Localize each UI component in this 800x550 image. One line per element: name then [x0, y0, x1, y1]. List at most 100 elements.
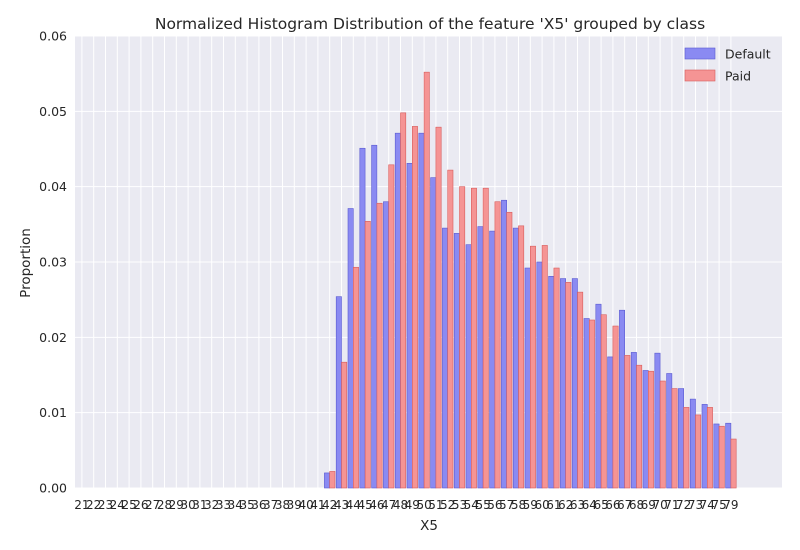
y-tick-label: 0.02 — [39, 330, 67, 345]
legend: Default Paid — [684, 47, 771, 84]
bar-default — [583, 318, 590, 489]
bar-default — [713, 423, 720, 489]
x-tick-label: 38 — [275, 498, 290, 512]
bar-default — [324, 472, 330, 489]
x-tick-label: 37 — [263, 498, 278, 512]
bar-paid — [553, 267, 560, 489]
x-axis-label: X5 — [420, 518, 438, 534]
x-tick-label: 70 — [652, 498, 667, 512]
bar-default — [642, 370, 649, 489]
bar-default — [571, 278, 578, 489]
bar-default — [595, 303, 602, 489]
x-tick-label: 32 — [204, 498, 219, 512]
x-tick-label: 28 — [157, 498, 172, 512]
legend-label-default: Default — [725, 47, 771, 62]
x-tick-label: 43 — [334, 498, 349, 512]
bar-paid — [423, 71, 430, 489]
legend-label-paid: Paid — [725, 69, 751, 84]
x-tick-label: 75 — [711, 498, 726, 512]
bar-paid — [518, 225, 525, 489]
bar-default — [418, 132, 425, 489]
y-tick-label: 0.06 — [39, 29, 67, 44]
bar-default — [430, 177, 437, 489]
bar-paid — [647, 370, 654, 489]
bar-paid — [388, 164, 395, 489]
bar-default — [678, 388, 685, 489]
y-tick-label: 0.00 — [39, 481, 67, 496]
x-tick-label: 47 — [381, 498, 396, 512]
bar-default — [442, 227, 448, 489]
chart-title: Normalized Histogram Distribution of the… — [155, 15, 705, 33]
bar-default — [619, 309, 626, 489]
bar-paid — [352, 266, 359, 489]
x-tick-label: 23 — [98, 498, 113, 512]
bar-default — [701, 404, 708, 489]
bar-paid — [577, 291, 584, 489]
x-tick-label: 79 — [723, 498, 738, 512]
bar-paid — [730, 438, 737, 489]
y-axis-ticks: 0.00 0.01 0.02 0.03 0.04 0.05 0.06 — [39, 29, 67, 496]
bar-paid — [435, 126, 442, 489]
bar-paid — [718, 425, 725, 489]
x-tick-label: 45 — [357, 498, 372, 512]
x-tick-label: 21 — [74, 498, 89, 512]
x-tick-label: 25 — [121, 498, 136, 512]
bar-default — [725, 422, 732, 489]
bar-paid — [376, 202, 383, 489]
bar-paid — [447, 169, 454, 489]
x-tick-label: 33 — [216, 498, 231, 512]
x-tick-label: 74 — [700, 498, 715, 512]
bar-default — [536, 261, 543, 489]
bar-default — [383, 201, 389, 489]
bar-paid — [400, 112, 407, 489]
x-tick-label: 31 — [192, 498, 207, 512]
bar-default — [371, 144, 378, 489]
bar-default — [654, 352, 661, 489]
bar-default — [359, 147, 366, 489]
bar-paid — [329, 471, 336, 489]
y-axis-label: Proportion — [18, 228, 34, 298]
bar-default — [394, 132, 401, 489]
bar-paid — [588, 319, 595, 489]
x-tick-label: 57 — [499, 498, 514, 512]
bar-default — [477, 226, 484, 489]
x-tick-label: 71 — [664, 498, 679, 512]
x-tick-label: 58 — [511, 498, 526, 512]
bar-default — [548, 276, 555, 489]
bar-default — [630, 352, 637, 489]
bar-default — [406, 163, 413, 489]
x-tick-label: 30 — [180, 498, 195, 512]
x-tick-label: 56 — [487, 498, 502, 512]
x-tick-label: 69 — [641, 498, 656, 512]
x-tick-label: 26 — [133, 498, 148, 512]
legend-swatch-paid — [684, 69, 716, 82]
bar-paid — [600, 314, 607, 489]
bar-paid — [459, 186, 466, 489]
x-tick-label: 66 — [605, 498, 620, 512]
bar-paid — [482, 187, 489, 489]
x-tick-label: 41 — [310, 498, 325, 512]
x-tick-label: 44 — [346, 498, 361, 512]
y-tick-label: 0.04 — [39, 179, 67, 194]
x-tick-label: 48 — [393, 498, 408, 512]
bar-default — [560, 278, 567, 489]
x-tick-label: 49 — [405, 498, 420, 512]
x-axis-ticks: 2122232425262728293031323334353637383940… — [74, 498, 738, 512]
x-tick-label: 51 — [428, 498, 443, 512]
bar-paid — [612, 325, 619, 489]
bar-paid — [706, 407, 713, 489]
x-tick-label: 29 — [169, 498, 184, 512]
x-tick-label: 73 — [688, 498, 703, 512]
x-tick-label: 63 — [570, 498, 585, 512]
bar-paid — [565, 282, 572, 489]
bar-default — [689, 398, 696, 489]
bar-default — [335, 296, 342, 489]
x-tick-label: 53 — [452, 498, 467, 512]
x-tick-label: 27 — [145, 498, 160, 512]
x-tick-label: 61 — [546, 498, 561, 512]
bar-paid — [506, 211, 513, 489]
bar-paid — [529, 245, 536, 489]
x-tick-label: 39 — [287, 498, 302, 512]
